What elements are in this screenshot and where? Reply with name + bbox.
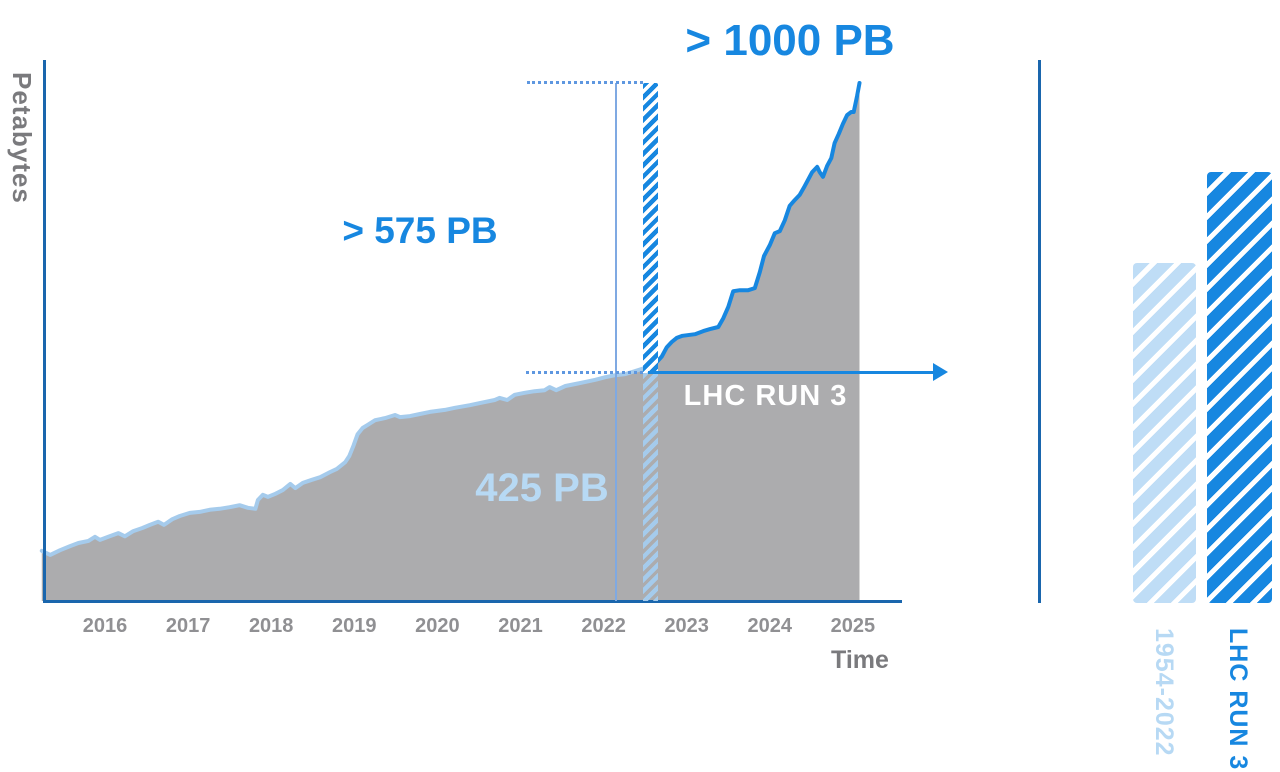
lhc-run3-projection-line <box>647 81 862 370</box>
run3-start-vertical-line <box>615 83 617 601</box>
side-bar-lhc-run3 <box>1207 172 1272 603</box>
annotation-increment-575pb: > 575 PB <box>342 210 498 251</box>
panel-divider-line <box>1038 60 1041 603</box>
year-tick-label: 2023 <box>664 615 709 637</box>
year-tick-label: 2017 <box>165 615 211 637</box>
side-bar-label-1954-2022: 1954-2022 <box>1150 628 1178 757</box>
annotation-baseline-425pb: 425 PB <box>475 466 609 510</box>
year-tick-label: 2024 <box>747 615 793 637</box>
run3-marker-bar-upper <box>643 83 658 373</box>
dotted-guide-1000pb <box>527 81 643 84</box>
year-tick-label: 2020 <box>415 615 460 637</box>
dotted-guide-425pb <box>526 371 643 374</box>
x-axis-label: Time <box>831 646 889 674</box>
year-tick-label: 2018 <box>248 615 294 637</box>
y-axis-label: Petabytes <box>7 72 37 204</box>
year-tick-label: 2021 <box>498 615 543 637</box>
run3-marker-bar-lower <box>643 373 658 601</box>
y-axis-line <box>43 60 46 603</box>
side-bar-1954-2022 <box>1133 263 1196 603</box>
lhc-run3-area-label: LHC RUN 3 <box>683 380 848 412</box>
year-tick-label: 2022 <box>581 615 626 637</box>
x-axis-line <box>43 600 902 603</box>
side-bar-label-lhc-run3: LHC RUN 3 <box>1224 628 1252 771</box>
run3-arrow-line <box>648 371 933 374</box>
year-tick-label: 2019 <box>332 615 377 637</box>
run3-arrow-head-icon <box>933 363 948 381</box>
year-tick-label: 2016 <box>82 615 128 637</box>
annotation-total-1000pb: > 1000 PB <box>685 16 895 65</box>
year-tick-label: 2025 <box>830 615 876 637</box>
historical-data-line <box>39 365 648 557</box>
